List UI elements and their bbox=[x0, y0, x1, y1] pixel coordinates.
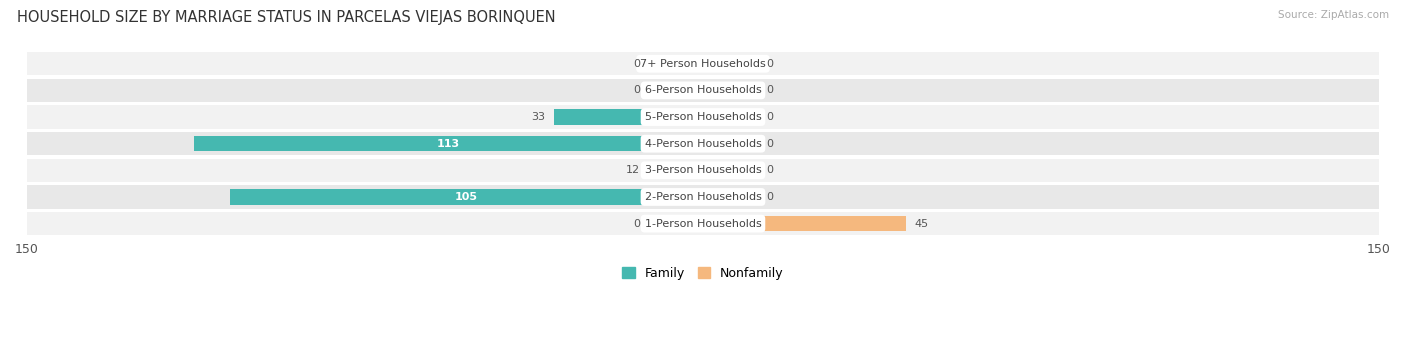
Text: 0: 0 bbox=[633, 219, 640, 228]
Bar bbox=[703, 109, 756, 125]
Bar bbox=[703, 163, 756, 178]
Bar bbox=[229, 189, 703, 205]
Bar bbox=[27, 185, 1379, 209]
Text: 0: 0 bbox=[766, 59, 773, 69]
Bar bbox=[703, 216, 905, 231]
Text: 7+ Person Households: 7+ Person Households bbox=[640, 59, 766, 69]
Bar bbox=[554, 109, 703, 125]
Legend: Family, Nonfamily: Family, Nonfamily bbox=[617, 262, 789, 285]
Text: 0: 0 bbox=[766, 85, 773, 95]
Bar bbox=[27, 79, 1379, 102]
Bar bbox=[27, 212, 1379, 235]
Bar bbox=[703, 83, 756, 98]
Text: 0: 0 bbox=[766, 112, 773, 122]
Bar bbox=[27, 159, 1379, 182]
Text: 33: 33 bbox=[531, 112, 546, 122]
Text: 2-Person Households: 2-Person Households bbox=[644, 192, 762, 202]
Bar bbox=[650, 163, 703, 178]
Text: 5-Person Households: 5-Person Households bbox=[644, 112, 762, 122]
Text: 45: 45 bbox=[915, 219, 929, 228]
Text: Source: ZipAtlas.com: Source: ZipAtlas.com bbox=[1278, 10, 1389, 20]
Bar bbox=[650, 56, 703, 72]
Text: 113: 113 bbox=[437, 139, 460, 149]
Text: 0: 0 bbox=[766, 192, 773, 202]
Bar bbox=[703, 189, 756, 205]
Text: 105: 105 bbox=[456, 192, 478, 202]
Text: 0: 0 bbox=[766, 139, 773, 149]
Text: 1-Person Households: 1-Person Households bbox=[644, 219, 762, 228]
Bar bbox=[27, 132, 1379, 155]
Bar bbox=[194, 136, 703, 151]
Text: 6-Person Households: 6-Person Households bbox=[644, 85, 762, 95]
Bar bbox=[650, 83, 703, 98]
Text: 0: 0 bbox=[766, 165, 773, 175]
Bar bbox=[27, 105, 1379, 129]
Text: 0: 0 bbox=[633, 85, 640, 95]
Bar bbox=[703, 136, 756, 151]
Text: HOUSEHOLD SIZE BY MARRIAGE STATUS IN PARCELAS VIEJAS BORINQUEN: HOUSEHOLD SIZE BY MARRIAGE STATUS IN PAR… bbox=[17, 10, 555, 25]
Bar bbox=[27, 52, 1379, 75]
Bar bbox=[703, 56, 756, 72]
Bar bbox=[650, 216, 703, 231]
Text: 4-Person Households: 4-Person Households bbox=[644, 139, 762, 149]
Text: 3-Person Households: 3-Person Households bbox=[644, 165, 762, 175]
Text: 0: 0 bbox=[633, 59, 640, 69]
Text: 12: 12 bbox=[626, 165, 640, 175]
